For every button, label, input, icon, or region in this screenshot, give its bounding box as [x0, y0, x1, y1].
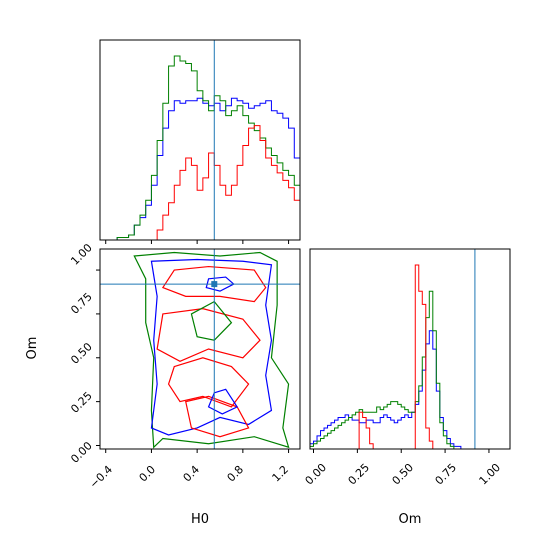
h0-tick-label: 0.0 — [137, 463, 159, 485]
h0-tick-labels: −0.4 0.0 0.4 0.8 1.2 — [87, 463, 291, 491]
om-x-tick-labels: 0.00 0.25 0.50 0.75 1.00 — [303, 461, 504, 488]
om-y-tick-label: 0.00 — [68, 439, 95, 466]
h0-tick-label: −0.4 — [87, 463, 115, 491]
red-series-histogram — [310, 264, 510, 450]
blue-contour — [207, 388, 239, 415]
om-x-tick-label: 0.75 — [433, 461, 460, 488]
om-x-tick-label: 0.25 — [346, 461, 373, 488]
hist-om-panel — [309, 248, 511, 453]
om-x-tick-label: 0.00 — [303, 461, 330, 488]
red-contour — [185, 395, 250, 438]
om-x-tick-label: 1.00 — [477, 461, 504, 488]
om-y-tick-labels: 0.00 0.25 0.50 0.75 1.00 — [68, 241, 95, 466]
hist-h0-frame — [99, 39, 301, 241]
blue-series-histogram — [309, 330, 510, 450]
green-series-histogram — [309, 290, 510, 450]
red-contour — [167, 357, 250, 408]
om-y-tick-label: 0.50 — [68, 340, 95, 367]
om-x-axis-label: Om — [399, 512, 422, 527]
joint-h0-om-panel — [96, 248, 301, 453]
red-contour — [161, 265, 267, 303]
red-contour — [156, 308, 261, 362]
hist-h0-panel — [99, 39, 301, 244]
truth-marker — [211, 281, 218, 288]
om-y-tick-label: 0.75 — [68, 290, 95, 317]
red-series-histogram — [117, 125, 300, 241]
blue-contour — [150, 258, 273, 436]
green-series-histogram — [116, 55, 300, 240]
blue-contour — [205, 276, 235, 292]
om-y-tick-label: 0.25 — [68, 389, 95, 416]
h0-tick-label: 0.4 — [181, 463, 203, 485]
h0-tick-label: 1.2 — [270, 463, 292, 485]
h0-axis-label: H0 — [191, 512, 209, 527]
h0-tick-label: 0.8 — [225, 463, 247, 485]
om-y-axis-label: Om — [25, 337, 40, 360]
om-y-tick-label: 1.00 — [68, 241, 95, 268]
om-x-tick-label: 0.50 — [390, 461, 417, 488]
hist-om-frame — [309, 248, 511, 450]
joint-frame — [99, 248, 301, 450]
green-contour — [190, 300, 233, 341]
green-contour — [133, 251, 290, 449]
